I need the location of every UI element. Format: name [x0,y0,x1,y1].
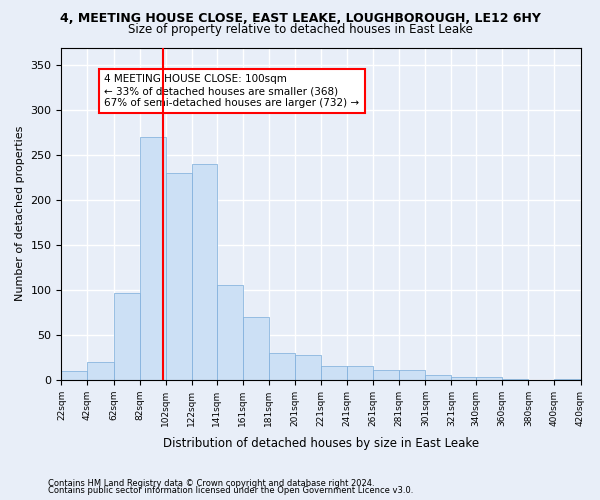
Bar [242,317,269,380]
Bar [88,362,113,380]
Bar [269,353,295,380]
Bar [295,354,321,380]
Bar [451,377,476,380]
Bar [140,138,166,380]
X-axis label: Distribution of detached houses by size in East Leake: Distribution of detached houses by size … [163,437,479,450]
Bar [554,379,581,380]
Bar [321,366,347,380]
Y-axis label: Number of detached properties: Number of detached properties [15,126,25,302]
Bar [502,379,529,380]
Text: Size of property relative to detached houses in East Leake: Size of property relative to detached ho… [128,22,472,36]
Text: Contains HM Land Registry data © Crown copyright and database right 2024.: Contains HM Land Registry data © Crown c… [48,478,374,488]
Bar [217,286,242,380]
Text: 4, MEETING HOUSE CLOSE, EAST LEAKE, LOUGHBOROUGH, LE12 6HY: 4, MEETING HOUSE CLOSE, EAST LEAKE, LOUG… [59,12,541,26]
Text: Contains public sector information licensed under the Open Government Licence v3: Contains public sector information licen… [48,486,413,495]
Bar [192,164,217,380]
Bar [61,371,88,380]
Bar [425,376,451,380]
Text: 4 MEETING HOUSE CLOSE: 100sqm
← 33% of detached houses are smaller (368)
67% of : 4 MEETING HOUSE CLOSE: 100sqm ← 33% of d… [104,74,359,108]
Bar [166,173,192,380]
Bar [399,370,425,380]
Bar [347,366,373,380]
Bar [113,292,140,380]
Bar [476,377,502,380]
Bar [373,370,399,380]
